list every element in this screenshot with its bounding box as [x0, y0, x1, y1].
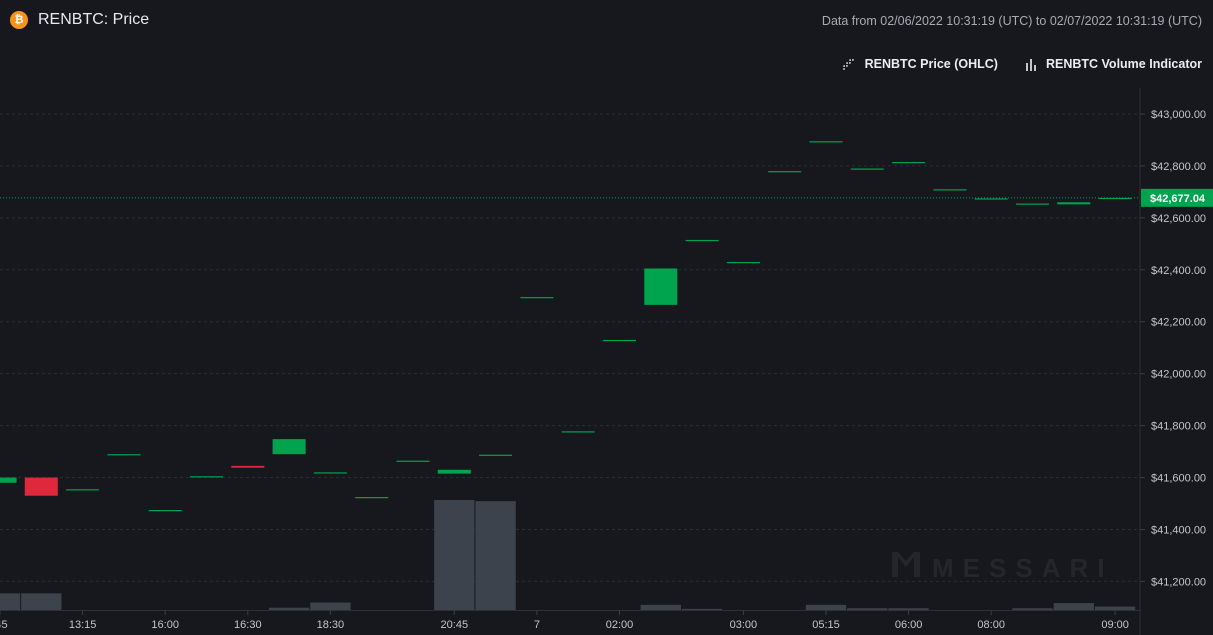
x-tick-label: 16:30	[234, 619, 262, 631]
price-candle	[726, 262, 760, 264]
y-tick-label: $42,400.00	[1151, 265, 1206, 277]
volume-bar	[847, 608, 888, 610]
ohlc-icon	[842, 58, 854, 70]
y-tick-label: $41,200.00	[1151, 576, 1206, 588]
price-candle	[190, 476, 223, 478]
price-candle	[437, 469, 471, 474]
y-tick-label: $41,400.00	[1151, 524, 1206, 536]
volume-bar	[640, 604, 681, 610]
x-tick-label: 13:15	[69, 619, 97, 631]
date-range-label: Data from 02/06/2022 10:31:19 (UTC) to 0…	[821, 14, 1202, 28]
price-candle	[561, 431, 595, 433]
volume-bar	[268, 607, 310, 610]
price-candle	[685, 239, 719, 242]
price-candle	[231, 465, 265, 468]
y-tick-label: $41,800.00	[1151, 421, 1206, 433]
volume-bar	[1053, 603, 1094, 610]
chart-header: ₿ RENBTC: Price Data from 02/06/2022 10:…	[0, 0, 1213, 44]
volume-bar	[0, 593, 21, 610]
price-candle	[479, 454, 513, 456]
price-candle	[1098, 197, 1132, 200]
bitcoin-icon: ₿	[10, 11, 28, 29]
price-candle	[603, 339, 636, 342]
messari-watermark: MESSARI	[932, 553, 1113, 583]
price-candle	[933, 189, 967, 191]
volume-bar	[475, 501, 516, 610]
x-tick-label: 16:00	[151, 619, 179, 631]
volume-bar	[21, 593, 62, 610]
x-tick-label: 05:15	[812, 619, 840, 631]
price-candle	[520, 297, 554, 299]
price-candle	[768, 171, 802, 173]
y-tick-label: $42,600.00	[1151, 213, 1206, 225]
x-tick-label: 18:30	[317, 619, 345, 631]
price-candle	[1057, 202, 1091, 205]
grid-lines	[0, 113, 1140, 582]
price-candle	[272, 439, 306, 455]
price-candle	[313, 472, 347, 474]
time-axis: :45 13:15 16:00 16:30 18:30 20:45 7 02:00 03:00 0…	[0, 610, 1140, 631]
price-candle	[66, 489, 100, 491]
price-candle	[892, 162, 926, 164]
y-tick-label: $42,000.00	[1151, 369, 1206, 381]
price-axis: $43,000.00 $42,800.00 $42,600.00 $42,400.00…	[1139, 88, 1206, 635]
volume-bar	[1012, 608, 1053, 610]
price-candle	[24, 477, 58, 496]
x-tick-label: 06:00	[895, 619, 923, 631]
price-candle	[355, 497, 389, 499]
volume-bar	[310, 602, 351, 610]
x-tick-label: 7	[534, 619, 540, 631]
price-candle	[809, 141, 843, 143]
legend-item-volume[interactable]: RENBTC Volume Indicator	[1024, 57, 1202, 71]
messari-logo-icon	[892, 552, 920, 577]
price-candle	[644, 268, 678, 305]
volume-series	[0, 500, 1136, 610]
price-candle	[148, 510, 182, 512]
last-price-tag	[1141, 188, 1213, 207]
volume-bar	[888, 608, 929, 610]
legend-label-volume: RENBTC Volume Indicator	[1045, 57, 1202, 71]
price-candle	[974, 198, 1008, 200]
volume-bar	[805, 604, 847, 610]
price-candle	[396, 460, 430, 462]
legend-item-price[interactable]: RENBTC Price (OHLC)	[842, 57, 998, 71]
x-tick-label: 08:00	[977, 619, 1005, 631]
volume-bar	[434, 500, 475, 610]
y-tick-label: $42,800.00	[1151, 161, 1206, 173]
x-tick-label: 03:00	[730, 619, 758, 631]
chart-legend: RENBTC Price (OHLC) RENBTC Volume Indica…	[842, 57, 1202, 71]
price-series	[0, 141, 1132, 512]
price-candle	[1016, 203, 1049, 205]
x-tick-label: 09:00	[1101, 619, 1129, 631]
y-tick-label: $42,200.00	[1151, 317, 1206, 329]
x-tick-label: :45	[0, 619, 8, 631]
price-candle	[107, 454, 141, 456]
legend-label-price: RENBTC Price (OHLC)	[864, 57, 998, 71]
y-tick-label: $41,600.00	[1151, 473, 1206, 485]
volume-bar	[681, 608, 723, 610]
price-candle	[850, 168, 884, 170]
last-price-marker: $42,677.04	[0, 188, 1213, 207]
bars-icon	[1025, 59, 1036, 71]
volume-bar	[1094, 606, 1136, 610]
y-tick-label: $43,000.00	[1151, 109, 1206, 121]
x-tick-label: 02:00	[606, 619, 634, 631]
last-price-label: $42,677.04	[1150, 193, 1206, 205]
price-candle	[0, 477, 17, 483]
chart-title: RENBTC: Price	[38, 11, 150, 28]
x-tick-label: 20:45	[441, 619, 469, 631]
